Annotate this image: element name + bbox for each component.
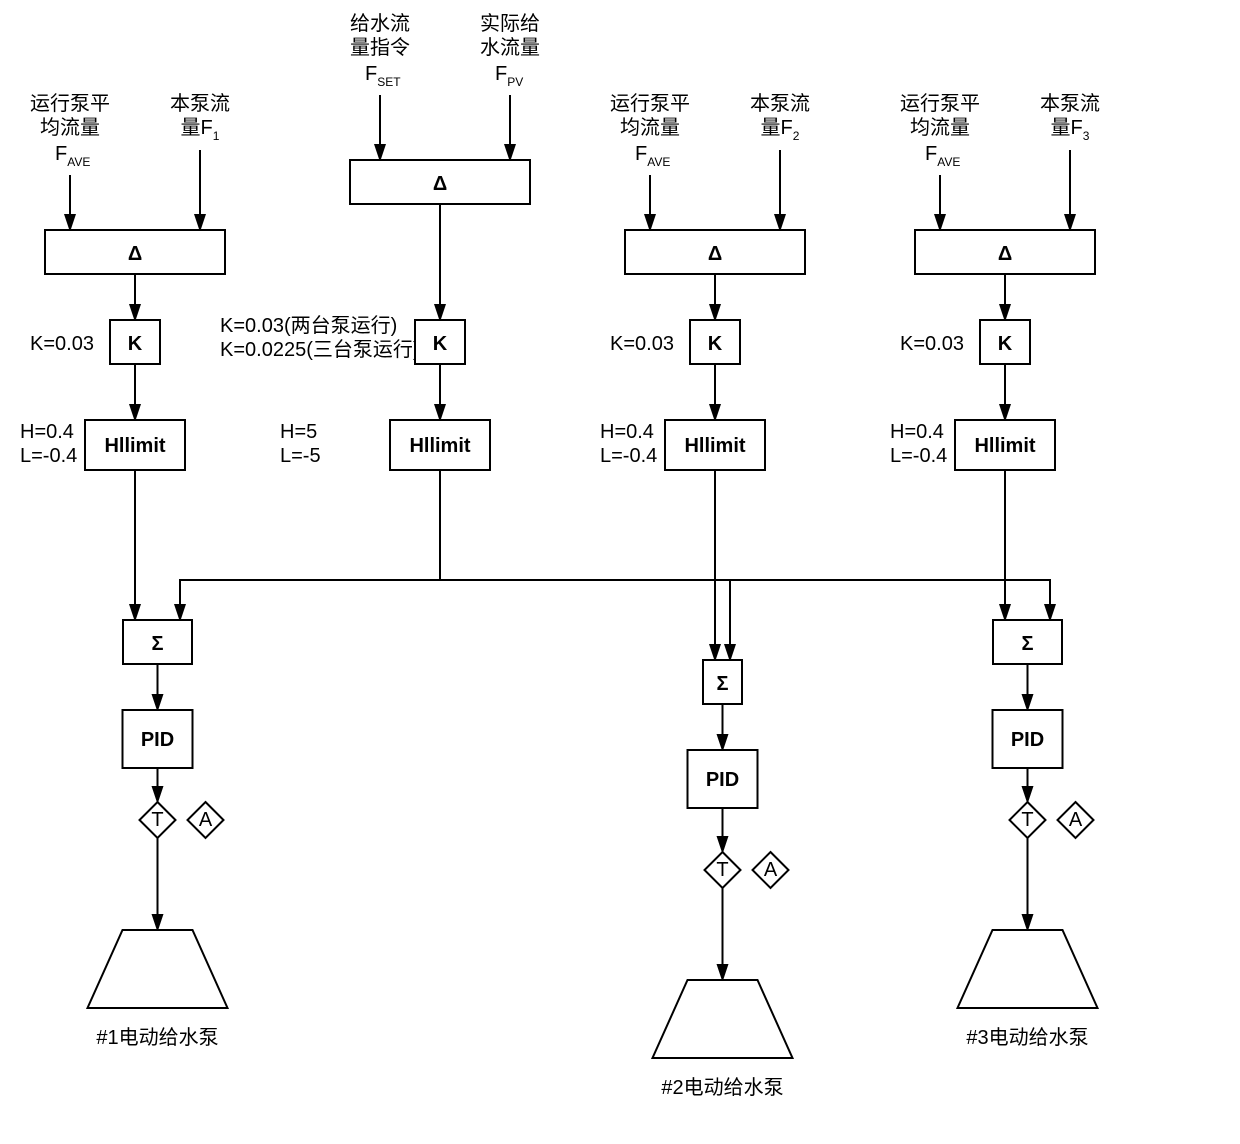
svg-text:PID: PID — [706, 769, 739, 791]
svg-text:实际给水流量: 实际给水流量 — [480, 12, 540, 59]
svg-text:运行泵平均流量: 运行泵平均流量 — [30, 92, 110, 139]
svg-text:Δ: Δ — [708, 243, 722, 265]
svg-text:FPV: FPV — [495, 63, 523, 89]
svg-text:#1电动给水泵: #1电动给水泵 — [96, 1026, 218, 1049]
svg-text:K=0.0225(三台泵运行): K=0.0225(三台泵运行) — [220, 338, 420, 361]
svg-text:H=0.4: H=0.4 — [600, 421, 654, 443]
svg-text:K=0.03: K=0.03 — [610, 333, 674, 355]
svg-text:Hllimit: Hllimit — [409, 435, 470, 457]
svg-text:Σ: Σ — [1021, 633, 1033, 655]
svg-text:运行泵平均流量: 运行泵平均流量 — [610, 92, 690, 139]
svg-text:给水流量指令: 给水流量指令 — [350, 12, 410, 59]
svg-text:H=5: H=5 — [280, 421, 317, 443]
svg-text:T: T — [716, 859, 728, 881]
svg-text:Hllimit: Hllimit — [104, 435, 165, 457]
svg-text:L=-0.4: L=-0.4 — [600, 445, 657, 467]
svg-text:本泵流: 本泵流 — [170, 92, 230, 115]
svg-text:A: A — [199, 809, 213, 831]
svg-text:A: A — [764, 859, 778, 881]
svg-text:K: K — [998, 333, 1013, 355]
svg-text:Δ: Δ — [433, 173, 447, 195]
svg-text:K: K — [708, 333, 723, 355]
svg-text:量F2: 量F2 — [761, 117, 800, 143]
svg-text:#2电动给水泵: #2电动给水泵 — [661, 1076, 783, 1099]
svg-text:本泵流: 本泵流 — [750, 92, 810, 115]
svg-text:Δ: Δ — [998, 243, 1012, 265]
svg-text:FAVE: FAVE — [55, 143, 90, 169]
svg-text:#3电动给水泵: #3电动给水泵 — [966, 1026, 1088, 1049]
svg-text:K=0.03: K=0.03 — [900, 333, 964, 355]
svg-text:本泵流: 本泵流 — [1040, 92, 1100, 115]
svg-text:Hllimit: Hllimit — [684, 435, 745, 457]
svg-text:K=0.03(两台泵运行): K=0.03(两台泵运行) — [220, 314, 397, 337]
svg-text:K=0.03: K=0.03 — [30, 333, 94, 355]
svg-text:Δ: Δ — [128, 243, 142, 265]
svg-text:FAVE: FAVE — [635, 143, 670, 169]
svg-text:PID: PID — [1011, 729, 1044, 751]
svg-text:量F3: 量F3 — [1051, 117, 1090, 143]
svg-text:L=-5: L=-5 — [280, 445, 321, 467]
svg-text:Σ: Σ — [151, 633, 163, 655]
svg-text:A: A — [1069, 809, 1083, 831]
control-flow-diagram: 给水流量指令 FSET 实际给水流量 FPV Δ K=0.03(两台泵运行)K=0.022… — [0, 0, 1240, 1144]
svg-text:H=0.4: H=0.4 — [20, 421, 74, 443]
svg-text:Σ: Σ — [716, 673, 728, 695]
svg-text:H=0.4: H=0.4 — [890, 421, 944, 443]
svg-text:T: T — [1021, 809, 1033, 831]
svg-text:L=-0.4: L=-0.4 — [20, 445, 77, 467]
svg-text:运行泵平均流量: 运行泵平均流量 — [900, 92, 980, 139]
svg-text:K: K — [128, 333, 143, 355]
svg-text:Hllimit: Hllimit — [974, 435, 1035, 457]
svg-text:量F1: 量F1 — [181, 117, 220, 143]
svg-text:PID: PID — [141, 729, 174, 751]
svg-text:T: T — [151, 809, 163, 831]
svg-text:FSET: FSET — [365, 63, 401, 89]
svg-text:L=-0.4: L=-0.4 — [890, 445, 947, 467]
svg-text:K: K — [433, 333, 448, 355]
svg-text:FAVE: FAVE — [925, 143, 960, 169]
